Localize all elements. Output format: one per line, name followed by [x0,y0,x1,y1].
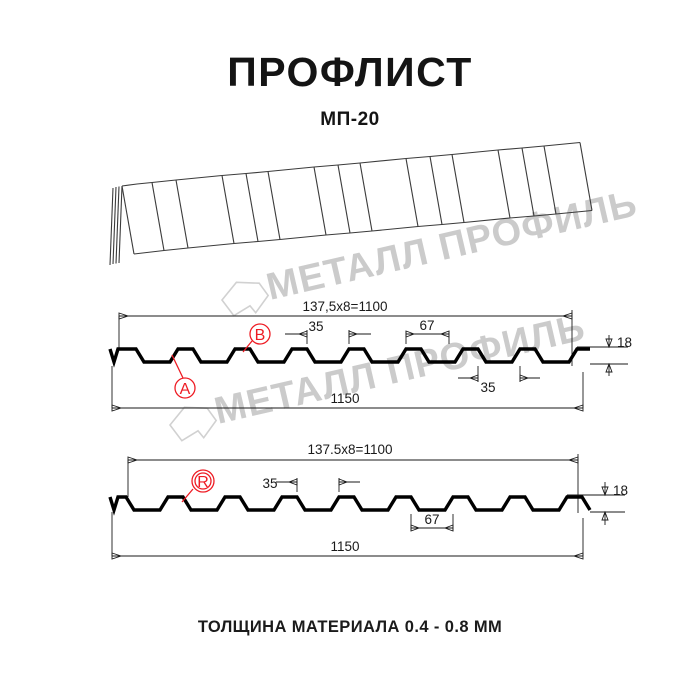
dim-height-bottom-18: 18 [567,482,628,525]
dim-valley-67-label: 67 [419,318,434,333]
dim-width-bottom: 1150 [111,512,584,560]
callout-r: R [181,469,215,503]
dim-valley-67-bottom-label: 67 [424,512,439,527]
callout-r-label: R [197,474,209,491]
profile-outline-bottom [108,495,592,516]
dim-height-top-18-label: 18 [617,335,632,350]
section-reverse: 137.5x8=1100 1150 35 [108,442,628,560]
callout-a: A [171,354,196,399]
dim-rib-top-35-bottom: 35 [262,476,360,492]
callout-a-label: A [180,381,191,398]
dim-rib-bottom-35: 35 [458,366,540,395]
isometric-sheet-view [109,141,593,266]
dim-pitch-bottom: 137.5x8=1100 [127,442,579,513]
dim-valley-67: 67 [405,318,450,344]
section-front: 137,5x8=1100 1150 35 [108,299,632,412]
dim-valley-67-bottom: 67 [410,512,454,532]
material-thickness-note: ТОЛЩИНА МАТЕРИАЛА 0.4 - 0.8 ММ [197,618,503,636]
dim-pitch-top-label: 137,5x8=1100 [303,299,388,314]
dim-height-top-18: 18 [577,335,632,376]
watermark-lower: МЕТАЛЛ ПРОФИЛЬ [168,307,590,442]
watermark-upper-text: МЕТАЛЛ ПРОФИЛЬ [263,183,642,309]
dim-rib-top-35-label: 35 [308,319,323,334]
watermark-lower-text: МЕТАЛЛ ПРОФИЛЬ [211,307,590,433]
dim-height-bottom-18-label: 18 [613,483,628,498]
dim-width-bottom-label: 1150 [330,539,359,554]
profile-outline-top [108,347,590,368]
dim-pitch-bottom-label: 137.5x8=1100 [308,442,393,457]
dim-width-top: 1150 [111,366,584,412]
dim-rib-top-35: 35 [285,319,371,344]
dim-rib-top-35-bottom-label: 35 [262,476,277,491]
callout-b: B [242,323,271,353]
dim-width-top-label: 1150 [330,391,359,406]
callout-b-label: B [255,327,266,344]
watermark-upper: МЕТАЛЛ ПРОФИЛЬ [220,183,642,317]
dim-rib-bottom-35-label: 35 [480,380,495,395]
